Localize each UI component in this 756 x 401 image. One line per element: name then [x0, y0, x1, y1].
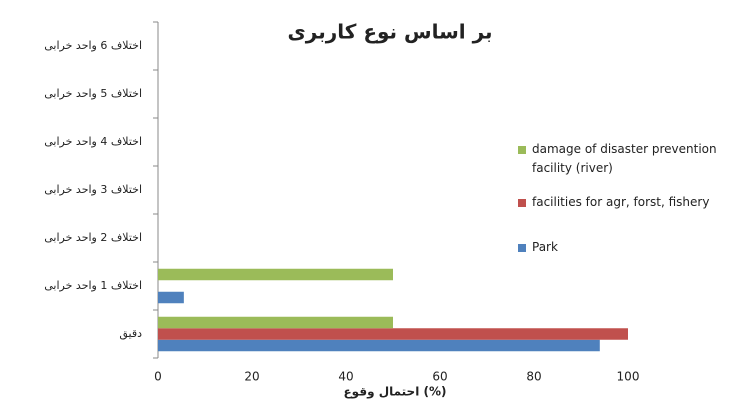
- legend-label: damage of disaster prevention facility (…: [532, 142, 717, 175]
- y-tick-label: اختلاف 5 واحد خرابی: [44, 87, 142, 100]
- x-tick-label: 80: [526, 370, 541, 384]
- y-tick-label: اختلاف 3 واحد خرابی: [44, 183, 142, 196]
- legend-swatch: [518, 244, 526, 252]
- x-tick-label: 20: [244, 370, 259, 384]
- legend-label: facilities for agr, forst, fishery: [532, 195, 710, 209]
- bar: [158, 268, 393, 281]
- legend-swatch: [518, 146, 526, 154]
- x-axis-label: احتمال وقوع (%): [343, 385, 446, 400]
- legend-swatch: [518, 199, 526, 207]
- bar: [158, 328, 628, 340]
- legend-label: Park: [532, 240, 558, 254]
- bar: [158, 291, 184, 304]
- y-tick-label: دقیق: [119, 327, 142, 341]
- y-tick-label: اختلاف 1 واحد خرابی: [44, 279, 142, 292]
- x-tick-label: 100: [617, 370, 640, 384]
- y-tick-label: اختلاف 6 واحد خرابی: [44, 39, 142, 52]
- bar: [158, 339, 600, 352]
- chart-title: بر اساس نوع کاربری: [287, 20, 492, 44]
- x-tick-label: 40: [338, 370, 353, 384]
- x-tick-label: 60: [432, 370, 447, 384]
- x-tick-label: 0: [154, 370, 162, 384]
- y-tick-label: اختلاف 2 واحد خرابی: [44, 231, 142, 244]
- bar: [158, 316, 393, 329]
- y-tick-label: اختلاف 4 واحد خرابی: [44, 135, 142, 148]
